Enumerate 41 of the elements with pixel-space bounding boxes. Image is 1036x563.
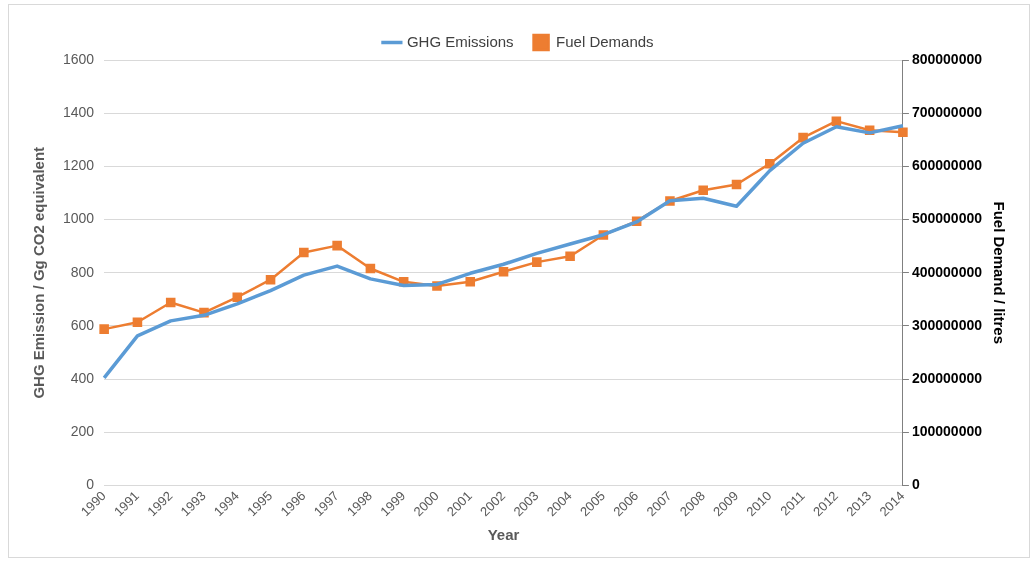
y2-axis-title: Fuel Demand / litres xyxy=(990,201,1008,345)
point xyxy=(798,132,808,143)
y2-tick-label: 200000000 xyxy=(911,370,983,386)
point xyxy=(365,263,376,274)
point xyxy=(765,158,775,169)
point xyxy=(498,266,509,277)
point xyxy=(299,247,309,258)
y2-tick-label: 300000000 xyxy=(911,316,983,333)
y-tick-label: 600 xyxy=(70,316,95,333)
point xyxy=(731,179,742,190)
legend-label: GHG Emissions xyxy=(406,32,514,50)
point xyxy=(898,127,908,138)
point xyxy=(831,116,842,126)
point xyxy=(232,292,243,303)
legend-label: Fuel Demands xyxy=(556,32,654,50)
y-tick-label: 1000 xyxy=(62,210,95,227)
y2-tick-label: 500000000 xyxy=(911,210,983,227)
y2-tick-label: 400000000 xyxy=(911,263,983,280)
y2-tick-label: 800000000 xyxy=(911,50,983,67)
y2-tick-label: 700000000 xyxy=(911,104,983,121)
point xyxy=(465,277,476,287)
point xyxy=(532,257,542,267)
point xyxy=(99,324,109,334)
point xyxy=(698,185,709,196)
point xyxy=(265,274,276,285)
y-tick-label: 400 xyxy=(70,370,95,386)
point xyxy=(132,317,143,328)
y2-tick-label: 600000000 xyxy=(911,157,983,174)
y2-tick-label: 100000000 xyxy=(911,423,983,440)
y-tick-label: 1400 xyxy=(62,104,95,121)
point xyxy=(332,240,342,251)
point xyxy=(565,251,575,262)
y-tick-label: 1600 xyxy=(62,50,95,67)
x-axis-title: Year xyxy=(487,526,520,544)
y-tick-label: 800 xyxy=(70,263,95,280)
y-tick-label: 200 xyxy=(70,423,95,440)
y-tick-label: 0 xyxy=(86,476,95,493)
y-axis-title: GHG Emission / Gg CO2 equivalent xyxy=(30,146,48,399)
y-tick-label: 1200 xyxy=(62,157,95,174)
y2-tick-label: 0 xyxy=(911,476,920,493)
point xyxy=(165,297,176,308)
